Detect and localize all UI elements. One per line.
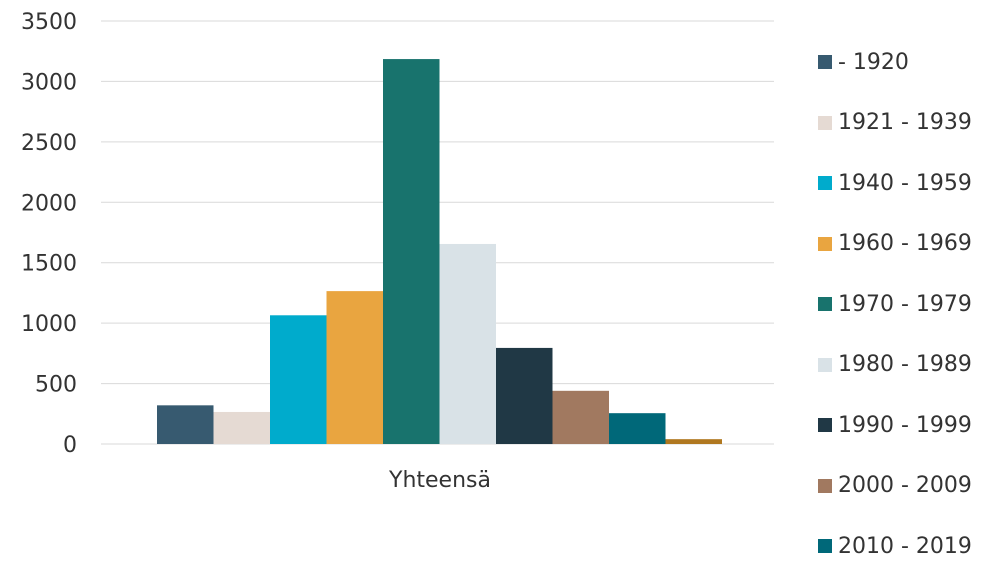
legend-swatch — [818, 55, 832, 70]
bar-series-0 — [157, 405, 214, 444]
legend-swatch — [818, 418, 832, 433]
legend-item: 1980 - 1989 — [818, 335, 994, 396]
bar-series-8 — [609, 413, 666, 444]
legend-label: - 1920 — [838, 49, 909, 75]
legend-label: 1970 - 1979 — [838, 291, 972, 317]
bar-series-5 — [439, 243, 496, 444]
bar-series-6 — [496, 347, 553, 444]
legend-label: 1940 - 1959 — [838, 170, 972, 196]
bar-chart: 0 500 1000 1500 2000 2500 3000 3500 Yhteensä — [21, 10, 774, 493]
legend-item: 1990 - 1999 — [818, 395, 994, 456]
legend-swatch — [818, 236, 832, 251]
legend-label: 2000 - 2009 — [838, 473, 972, 499]
bars — [157, 59, 722, 444]
bar-series-4 — [383, 59, 440, 444]
legend-swatch — [818, 297, 832, 312]
bar-series-3 — [326, 291, 383, 444]
y-axis-ticks: 0 500 1000 1500 2000 2500 3000 3500 — [21, 10, 77, 458]
legend-swatch — [818, 539, 832, 554]
legend-swatch — [818, 357, 832, 372]
legend-swatch — [818, 115, 832, 130]
legend-swatch — [818, 176, 832, 191]
y-tick-label: 2000 — [21, 191, 77, 216]
legend-item: 2010 - 2019 — [818, 516, 994, 577]
bar-series-2 — [270, 315, 327, 444]
legend-item: 2000 - 2009 — [818, 456, 994, 517]
legend-item: - 1920 — [818, 32, 994, 93]
bar-series-7 — [552, 390, 609, 444]
legend-swatch — [818, 478, 832, 493]
legend-item: 1940 - 1959 — [818, 153, 994, 214]
y-tick-label: 3000 — [21, 70, 77, 95]
y-tick-label: 1500 — [21, 252, 77, 277]
y-tick-label: 1000 — [21, 312, 77, 337]
x-category-label: Yhteensä — [388, 468, 491, 493]
legend-label: 1990 - 1999 — [838, 412, 972, 438]
legend-label: 1980 - 1989 — [838, 352, 972, 378]
legend-item: 1970 - 1979 — [818, 274, 994, 335]
y-tick-label: 3500 — [21, 10, 77, 35]
legend-label: 1921 - 1939 — [838, 110, 972, 136]
legend-item: 1921 - 1939 — [818, 93, 994, 154]
legend-label: 2010 - 2019 — [838, 533, 972, 559]
bar-series-1 — [213, 411, 270, 444]
legend-label: 1960 - 1969 — [838, 231, 972, 257]
bar-series-9 — [665, 439, 722, 444]
y-tick-label: 2500 — [21, 131, 77, 156]
y-tick-label: 0 — [63, 433, 77, 458]
legend: - 1920 1921 - 1939 1940 - 1959 1960 - 1969 1… — [818, 32, 994, 577]
legend-item: 1960 - 1969 — [818, 214, 994, 275]
y-tick-label: 500 — [35, 373, 77, 398]
